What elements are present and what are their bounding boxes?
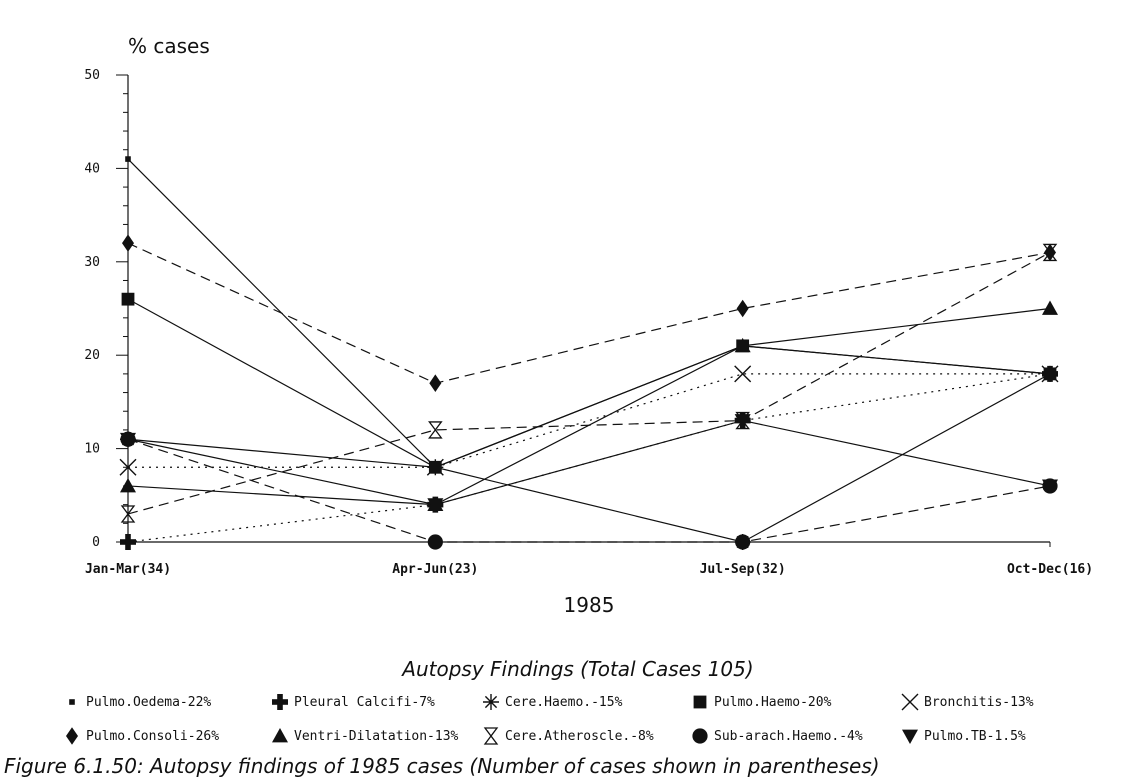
legend-item: Pulmo.Oedema-22%	[69, 695, 211, 710]
x-axis-title: 1985	[564, 593, 615, 617]
series-markers	[119, 156, 1059, 550]
legend-label: Cere.Haemo.-15%	[505, 695, 623, 710]
legend-label: Ventri-Dilatation-13%	[294, 729, 459, 744]
legend-item: Pulmo.Haemo-20%	[693, 695, 832, 710]
data-point	[120, 534, 136, 550]
legend-item: Bronchitis-13%	[901, 693, 1034, 711]
data-point	[429, 374, 442, 393]
data-point	[120, 477, 136, 493]
y-tick-label: 40	[84, 161, 100, 176]
triangle-up-icon	[272, 728, 288, 743]
chart-title: Autopsy Findings (Total Cases 105)	[400, 657, 753, 681]
legend-item: Ventri-Dilatation-13%	[272, 728, 459, 744]
series-line	[127, 298, 1051, 468]
data-point	[120, 432, 136, 448]
data-point	[428, 421, 443, 439]
figure-caption: Figure 6.1.50: Autopsy findings of 1985 …	[4, 754, 880, 778]
y-tick-label: 20	[84, 348, 100, 363]
circle-icon	[692, 728, 708, 744]
x-tick-label: Oct-Dec(16)	[1007, 562, 1093, 577]
data-point	[734, 365, 752, 383]
data-point	[736, 299, 749, 318]
y-tick-label: 0	[92, 535, 100, 550]
series-line	[127, 251, 1051, 515]
legend: Pulmo.Oedema-22% Pleural Calcifi-7% Cere.H…	[66, 693, 1034, 745]
x-icon	[901, 693, 919, 711]
data-point	[427, 534, 443, 550]
triangle-down-icon	[902, 729, 918, 744]
x-tick-label: Jan-Mar(34)	[85, 562, 171, 577]
data-point	[1042, 300, 1058, 315]
legend-item: Sub-arach.Haemo.-4%	[692, 728, 863, 744]
legend-label: Sub-arach.Haemo.-4%	[714, 729, 863, 744]
plus-icon	[272, 694, 288, 710]
y-axis-title: % cases	[128, 34, 210, 58]
diamond-icon	[66, 727, 78, 745]
series-line	[128, 373, 1050, 468]
series-lines	[127, 158, 1051, 543]
y-tick-label: 30	[84, 255, 100, 270]
legend-label: Cere.Atheroscle.-8%	[505, 729, 654, 744]
legend-label: Pulmo.Oedema-22%	[86, 695, 211, 710]
data-point	[120, 505, 136, 523]
data-point	[1042, 243, 1058, 262]
data-point	[427, 498, 444, 513]
data-point	[426, 458, 444, 476]
data-point	[122, 234, 134, 252]
data-point	[735, 534, 751, 550]
legend-item: Pulmo.Consoli-26%	[66, 727, 219, 745]
data-point	[734, 337, 751, 353]
legend-label: Pulmo.Haemo-20%	[714, 695, 832, 710]
y-tick-label: 10	[84, 442, 100, 457]
data-point	[125, 156, 131, 162]
data-point	[119, 458, 137, 476]
data-point	[1041, 365, 1059, 383]
x-tick-label: Jul-Sep(32)	[700, 562, 786, 577]
hourglass-icon	[483, 727, 499, 745]
legend-item: Pulmo.TB-1.5%	[902, 729, 1026, 744]
series-line	[127, 373, 1051, 543]
legend-item: Cere.Atheroscle.-8%	[483, 727, 654, 745]
data-point	[1042, 479, 1058, 494]
x-tick-label: Apr-Jun(23)	[392, 562, 478, 577]
legend-label: Pulmo.TB-1.5%	[924, 729, 1026, 744]
axes: 0 10 20 30 40 50 Jan-Mar(34) Apr-Jun(23) Jul-Sep…	[84, 68, 1093, 577]
data-point	[734, 414, 751, 429]
series-line	[127, 242, 1051, 384]
legend-label: Bronchitis-13%	[924, 695, 1034, 710]
legend-label: Pleural Calcifi-7%	[294, 695, 435, 710]
series-line	[127, 438, 1051, 543]
legend-item: Cere.Haemo.-15%	[483, 694, 623, 710]
series-line	[127, 158, 1051, 468]
series-line	[127, 419, 1051, 506]
series-line	[127, 373, 1051, 543]
legend-item: Pleural Calcifi-7%	[272, 694, 435, 710]
data-point	[121, 292, 135, 306]
legend-label: Pulmo.Consoli-26%	[86, 729, 219, 744]
small-square-icon	[69, 699, 75, 705]
square-icon	[693, 695, 707, 709]
asterisk-icon	[483, 694, 499, 710]
y-tick-label: 50	[84, 68, 100, 83]
